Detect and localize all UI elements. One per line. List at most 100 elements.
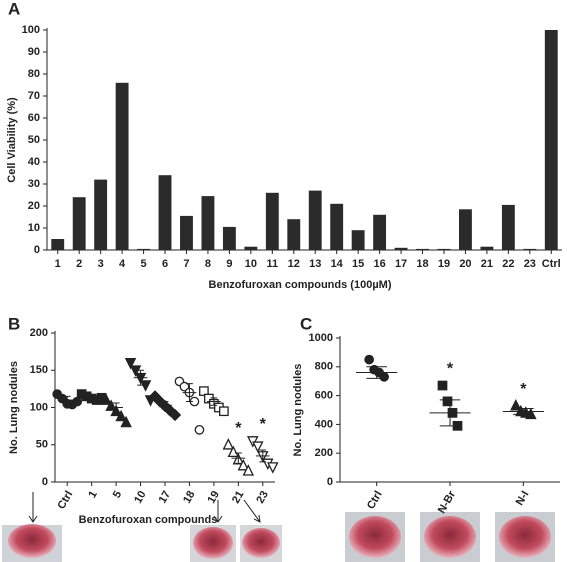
bar: [544, 30, 558, 250]
point: [227, 445, 240, 458]
bar: [222, 226, 236, 250]
y-tick-label: 0: [42, 476, 48, 488]
annotation: *: [235, 420, 242, 437]
bar: [72, 197, 86, 250]
x-tick-label: 12: [288, 258, 300, 270]
y-tick-label: 0: [327, 476, 333, 488]
panel-label: C: [300, 314, 312, 333]
y-tick-label: 800: [315, 361, 333, 373]
lung: [242, 528, 280, 558]
bar: [158, 175, 172, 250]
bar: [201, 196, 215, 250]
bar: [308, 190, 322, 250]
x-axis-label: Benzofuroxan compounds (100µM): [209, 279, 392, 291]
x-tick-label: 1: [55, 258, 61, 270]
x-tick-label: 4: [119, 258, 126, 270]
bar: [480, 246, 494, 250]
x-tick-label: 13: [309, 258, 321, 270]
bar: [437, 248, 451, 250]
error-bar: [234, 452, 242, 464]
x-tick-label: 21: [481, 258, 493, 270]
x-tick-label: 7: [183, 258, 189, 270]
y-tick-label: 20: [28, 200, 40, 212]
error-bar: [513, 408, 534, 415]
bar: [459, 209, 472, 250]
annotation: *: [447, 361, 454, 378]
x-tick-label: 11: [266, 258, 278, 270]
y-tick-label: 70: [28, 90, 40, 102]
point: [204, 393, 214, 404]
y-tick-label: 80: [28, 68, 40, 80]
x-tick-label: 23: [254, 489, 271, 506]
lung: [499, 516, 551, 558]
y-tick-label: 50: [28, 134, 40, 146]
point: [219, 406, 229, 417]
arrows: [28, 492, 261, 523]
point: [199, 386, 209, 396]
point: [168, 408, 182, 422]
bar: [330, 203, 344, 250]
bar: [94, 179, 108, 250]
bar: [51, 239, 65, 250]
bar: [351, 230, 365, 250]
x-tick-label: 5: [111, 489, 124, 500]
bar: [180, 215, 193, 250]
x-tick-label: 23: [524, 258, 536, 270]
x-tick-label: Ctrl: [542, 258, 561, 270]
x-tick-label: 10: [245, 258, 257, 270]
x-tick-label: 15: [352, 258, 364, 270]
y-tick-label: 400: [315, 418, 333, 430]
y-tick-label: 150: [30, 364, 48, 376]
y-axis-label: Cell Viability (%): [6, 97, 18, 183]
bar: [287, 219, 301, 250]
point: [222, 438, 235, 450]
x-tick-label: 18: [181, 489, 198, 506]
bar: [394, 247, 408, 250]
x-tick-label: 10: [132, 489, 149, 506]
x-tick-label: 19: [205, 489, 222, 506]
x-tick-label: 1: [86, 489, 99, 500]
point: [100, 393, 112, 405]
x-axis-label: Benzofuroxan compounds: [79, 514, 218, 526]
y-tick-label: 200: [315, 447, 333, 459]
point: [124, 357, 137, 370]
y-tick-label: 90: [28, 46, 40, 58]
x-tick-label: 2: [76, 258, 82, 270]
point: [252, 441, 264, 453]
error-bar: [366, 366, 387, 379]
x-tick-label: 9: [226, 258, 232, 270]
point: [442, 396, 453, 407]
error-bar: [259, 449, 267, 463]
y-tick-label: 40: [28, 156, 40, 168]
lung: [424, 516, 476, 558]
bar: [373, 214, 387, 250]
point: [115, 409, 127, 422]
x-tick-label: 17: [395, 258, 407, 270]
lung: [8, 524, 56, 558]
point: [237, 458, 250, 471]
point: [437, 380, 448, 391]
y-tick-label: 1000: [309, 332, 333, 344]
x-tick-label: 17: [157, 489, 174, 506]
x-tick-label: 5: [141, 258, 147, 270]
error-bar: [439, 399, 461, 427]
point: [194, 424, 205, 435]
y-tick-label: 10: [28, 222, 40, 234]
y-tick-label: 200: [30, 327, 48, 339]
y-tick-label: 100: [30, 401, 48, 413]
annotation: *: [260, 416, 267, 433]
lung: [193, 527, 233, 559]
panel-label: A: [8, 0, 20, 18]
error-bar: [137, 369, 144, 386]
x-tick-label: 3: [98, 258, 104, 270]
bar: [416, 248, 429, 250]
bar: [137, 248, 150, 250]
x-tick-label: 6: [162, 258, 168, 270]
x-tick-label: 22: [502, 258, 514, 270]
point: [364, 354, 375, 365]
x-tick-label: 19: [438, 258, 450, 270]
x-tick-label: Ctrl: [55, 489, 75, 511]
error-bar: [186, 383, 193, 403]
point: [267, 462, 279, 474]
